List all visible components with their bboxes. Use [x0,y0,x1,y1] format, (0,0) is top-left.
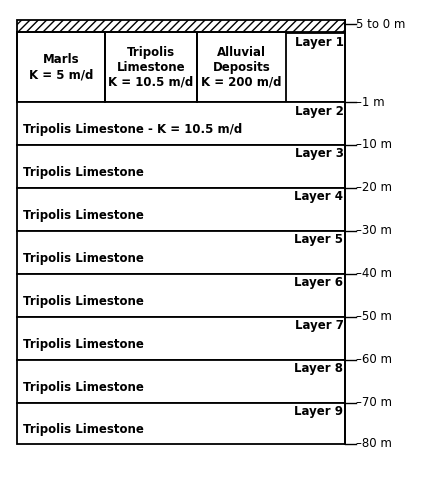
Bar [17,402,345,444]
Text: –40 m: –40 m [356,268,392,280]
Text: Alluvial
Deposits
K = 200 m/d: Alluvial Deposits K = 200 m/d [201,46,282,89]
Text: Tripolis Limestone: Tripolis Limestone [23,381,144,394]
Text: Marls
K = 5 m/d: Marls K = 5 m/d [29,54,93,82]
Text: –60 m: –60 m [356,354,392,366]
Bar [17,20,345,32]
Text: Layer 4: Layer 4 [294,190,343,203]
Bar [197,32,286,102]
Bar [17,360,345,403]
Text: Layer 9: Layer 9 [294,405,343,418]
Bar [17,274,345,317]
Text: –70 m: –70 m [356,396,392,409]
Text: Layer 1: Layer 1 [294,36,343,49]
Text: Layer 2: Layer 2 [294,104,343,118]
Text: 5 to 0 m: 5 to 0 m [356,18,405,31]
Text: –1 m: –1 m [356,96,384,108]
Bar [17,231,345,274]
Text: Tripolis Limestone: Tripolis Limestone [23,210,144,222]
Text: –50 m: –50 m [356,310,392,324]
Text: Layer 3: Layer 3 [294,148,343,160]
Text: –80 m: –80 m [356,437,392,450]
Bar [17,32,105,102]
Text: Tripolis Limestone: Tripolis Limestone [23,338,144,351]
Text: Layer 8: Layer 8 [294,362,343,375]
Bar [17,188,345,231]
Bar [17,317,345,360]
Text: Tripolis
Limestone
K = 10.5 m/d: Tripolis Limestone K = 10.5 m/d [108,46,193,89]
Text: –30 m: –30 m [356,224,392,237]
Text: Layer 6: Layer 6 [294,276,343,289]
Text: Tripolis Limestone: Tripolis Limestone [23,296,144,308]
Text: Tripolis Limestone - K = 10.5 m/d: Tripolis Limestone - K = 10.5 m/d [23,124,242,136]
Bar [105,32,197,102]
Bar [17,32,345,102]
Text: Tripolis Limestone: Tripolis Limestone [23,423,144,436]
Text: –10 m: –10 m [356,138,392,151]
Text: Tripolis Limestone: Tripolis Limestone [23,252,144,266]
Text: Layer 7: Layer 7 [294,320,343,332]
Text: Layer 5: Layer 5 [294,234,343,246]
Bar [17,145,345,188]
Text: –20 m: –20 m [356,182,392,194]
Bar [17,102,345,145]
Text: Tripolis Limestone: Tripolis Limestone [23,166,144,179]
